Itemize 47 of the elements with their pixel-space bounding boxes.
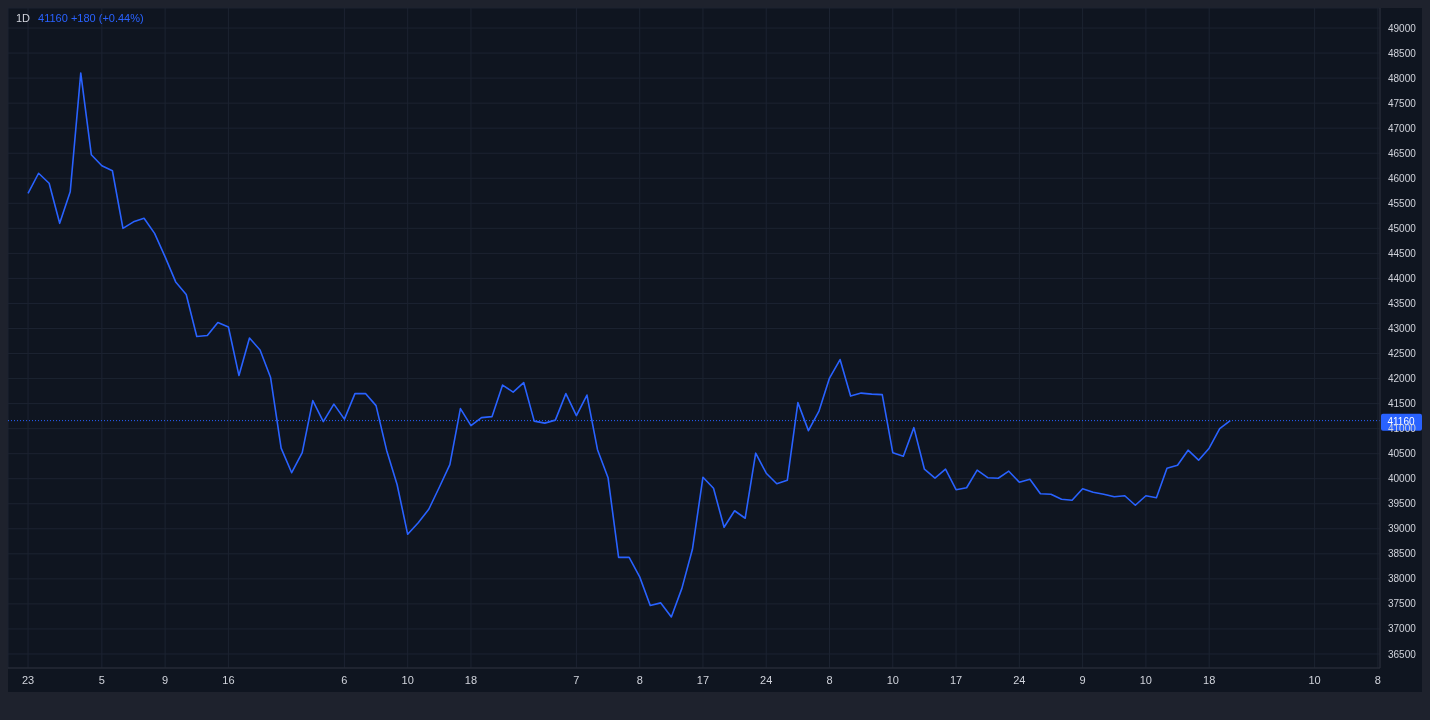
- y-tick-label: 38500: [1388, 548, 1417, 560]
- y-tick-label: 47000: [1388, 122, 1417, 134]
- x-tick-label: 17: [696, 673, 710, 686]
- x-tick-label: 8: [636, 673, 643, 686]
- x-tick-label: 9: [162, 673, 169, 686]
- x-tick-label: 18: [1203, 673, 1216, 686]
- y-tick-label: 47500: [1388, 97, 1417, 109]
- x-tick-label: 10: [401, 673, 414, 686]
- y-tick-label: 37500: [1388, 598, 1417, 610]
- y-tick-label: 41500: [1388, 398, 1417, 410]
- y-tick-label: 38000: [1388, 573, 1417, 585]
- x-tick-label: 8: [1374, 673, 1381, 686]
- y-tick-label: 48000: [1388, 72, 1417, 84]
- x-tick-label: 10: [886, 673, 899, 686]
- chart-title: 1D: [16, 12, 31, 24]
- x-tick-label: 5: [98, 673, 105, 686]
- x-tick-label: 10: [1308, 673, 1321, 686]
- x-tick-label: 18: [464, 673, 478, 686]
- y-tick-label: 37000: [1388, 623, 1417, 635]
- x-tick-label: 9: [1079, 673, 1086, 686]
- x-tick-label: 23: [21, 673, 35, 686]
- y-tick-label: 36500: [1388, 648, 1417, 660]
- x-tick-label: 24: [760, 673, 773, 686]
- y-tick-label: 44000: [1388, 272, 1417, 284]
- y-tick-label: 45500: [1388, 197, 1417, 209]
- x-tick-label: 6: [341, 673, 348, 686]
- y-tick-label: 42000: [1388, 373, 1417, 385]
- x-tick-label: 16: [222, 673, 235, 686]
- y-tick-label: 49000: [1388, 22, 1417, 34]
- x-tick-label: 17: [949, 673, 963, 686]
- x-tick-label: 10: [1139, 673, 1153, 686]
- y-tick-label: 43500: [1388, 298, 1417, 309]
- y-tick-label: 40000: [1388, 473, 1417, 485]
- y-tick-label: 42500: [1388, 348, 1417, 360]
- chart-subtitle: 41160 +180 (+0.44%): [38, 12, 144, 24]
- y-tick-label: 39500: [1388, 498, 1417, 510]
- y-tick-label: 43000: [1388, 323, 1417, 335]
- y-tick-label: 39000: [1388, 523, 1417, 535]
- x-tick-label: 8: [826, 673, 833, 686]
- y-tick-label: 45000: [1388, 222, 1417, 234]
- y-tick-label: 46000: [1388, 172, 1417, 184]
- x-tick-label: 24: [1013, 673, 1026, 686]
- y-tick-label: 44500: [1388, 247, 1417, 259]
- y-tick-label: 48500: [1388, 47, 1417, 59]
- y-tick-label: 46500: [1388, 147, 1417, 159]
- x-tick-label: 7: [573, 673, 580, 686]
- y-tick-label: 40500: [1388, 448, 1417, 460]
